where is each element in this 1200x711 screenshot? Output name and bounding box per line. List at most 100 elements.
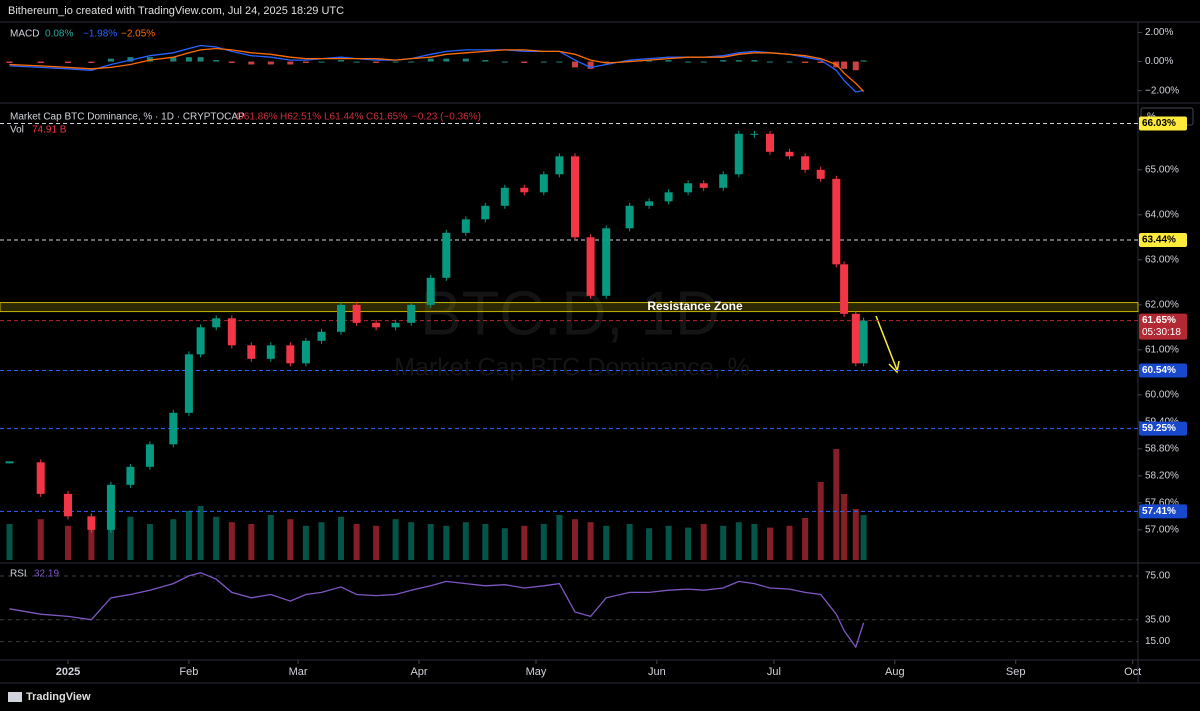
volume-bar [603,525,610,560]
macd-histogram-bar [228,61,235,64]
macd-histogram-bar [267,61,274,65]
macd-histogram-bar [556,61,563,63]
watermark-symbol: BTC.D, 1D [420,279,720,348]
candle [372,322,381,328]
volume-bar [572,519,579,560]
candle [520,187,529,193]
candle [645,201,654,206]
candle [625,205,634,229]
candle [126,466,135,485]
x-tick-label: May [526,666,547,678]
candle [426,277,435,305]
macd-histogram-bar [170,57,177,62]
volume-bar [353,524,360,560]
macd-histogram-bar [37,61,44,64]
macd-histogram-bar [373,61,380,64]
candle [247,345,256,359]
candle [539,174,548,193]
volume-bar [185,510,192,560]
volume-bar [841,494,848,560]
level-box [1139,233,1187,248]
volume-bar [646,528,653,560]
volume-bar [767,527,774,560]
ohlc-legend: C61.65% [366,112,407,123]
volume-bar [833,449,840,560]
macd-legend-value: −1.98% [83,29,117,40]
y-tick-label: 65.00% [1145,164,1179,175]
macd-histogram-bar [107,58,114,62]
macd-histogram-bar [6,61,13,64]
candle [832,178,841,265]
x-tick-label: Oct [1124,666,1141,678]
macd-histogram-bar [540,61,547,63]
volume-label: Vol [10,125,24,136]
macd-histogram-bar [88,61,95,64]
volume-bar [213,516,220,560]
candle [184,354,193,413]
macd-histogram-bar [852,61,859,71]
volume-bar [817,482,824,560]
macd-histogram-bar [146,57,153,62]
candle [571,156,580,238]
volume-bar [665,525,672,560]
macd-histogram-bar [501,61,508,63]
candle [212,318,221,328]
macd-histogram-bar [646,60,653,62]
macd-histogram-bar [353,61,360,63]
macd-histogram-bar [318,61,325,63]
macd-histogram-bar [860,60,867,62]
y-tick-label: 58.20% [1145,470,1179,481]
macd-histogram-bar [248,61,255,65]
volume-bar [65,525,72,560]
volume-bar [700,524,707,560]
candle [407,304,416,323]
x-tick-label: Jul [767,666,781,678]
candle [442,232,451,278]
volume-bar [786,525,793,560]
macd-histogram-bar [841,61,848,69]
volume-bar [556,515,563,560]
x-tick-label: Mar [289,666,308,678]
volume-bar [860,515,867,560]
candle [719,174,728,188]
volume-bar [267,515,274,560]
candle [750,133,759,135]
macd-tick-label: 0.00% [1145,56,1173,67]
footer-brand: TradingView [26,691,91,703]
volume-value: 74.91 B [32,125,67,136]
macd-histogram-bar [767,61,774,63]
candle [266,345,275,359]
candle [851,313,860,364]
countdown: 05:30:18 [1142,327,1181,338]
macd-histogram-bar [572,61,579,68]
level-box [1139,116,1187,131]
level-label: 59.25% [1142,423,1176,434]
volume-bar [37,519,44,560]
volume-bar [88,522,95,560]
volume-bar [127,516,134,560]
x-tick-label: Sep [1006,666,1026,678]
macd-histogram-bar [786,61,793,63]
macd-tick-label: 2.00% [1145,27,1173,38]
macd-histogram-bar [521,61,528,64]
y-tick-label: 63.00% [1145,254,1179,265]
y-tick-label: 62.00% [1145,299,1179,310]
macd-histogram-bar [213,60,220,62]
watermark-name: Market Cap BTC Dominance, % [394,354,750,382]
candle [337,304,346,332]
candle [734,133,743,175]
y-tick-label: 57.00% [1145,524,1179,535]
volume-bar [427,524,434,560]
macd-histogram-bar [197,57,204,62]
volume-bar [373,525,380,560]
candle [196,327,205,355]
macd-histogram-bar [665,60,672,62]
y-tick-label: 61.00% [1145,344,1179,355]
volume-bar [338,516,345,560]
rsi-value: 32.19 [34,569,59,580]
x-tick-label: Apr [410,666,427,678]
level-box [1139,504,1187,519]
macd-histogram-bar [802,61,809,64]
